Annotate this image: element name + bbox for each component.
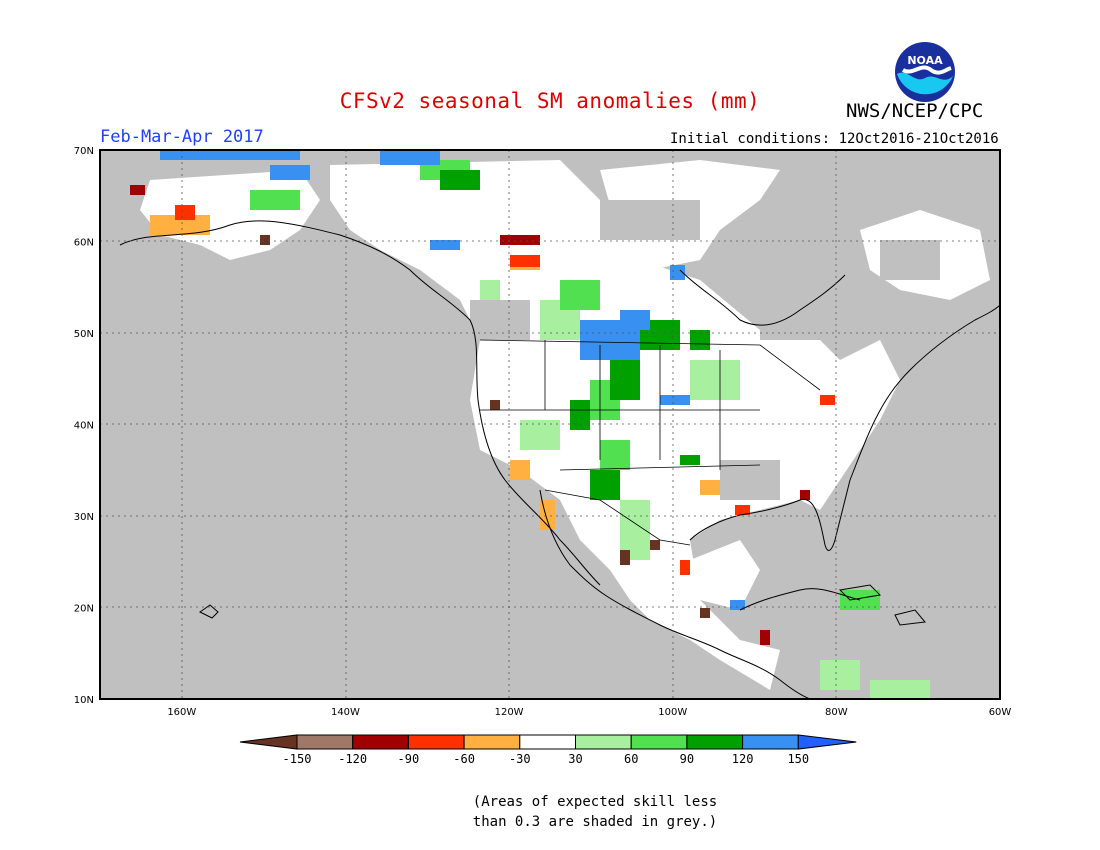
lat-label-20N: 20N bbox=[74, 604, 94, 615]
colorbar-box-5 bbox=[519, 734, 576, 750]
borders bbox=[479, 339, 821, 546]
colorbar: -150 -120 -90 -60 -30 30 60 90 120 150 bbox=[239, 734, 857, 766]
colorbar-box-7 bbox=[630, 734, 688, 750]
agency-label: NWS/NCEP/CPC bbox=[846, 100, 984, 122]
colorbar-label--150: -150 bbox=[283, 752, 312, 766]
lon-label-60W: 60W bbox=[989, 707, 1012, 718]
latitude-axis: 70N 60N 50N 40N 30N 20N 10N bbox=[74, 146, 94, 706]
colorbar-label-60: 60 bbox=[624, 752, 638, 766]
colorbar-box-9 bbox=[742, 734, 799, 750]
lon-label-140W: 140W bbox=[331, 707, 360, 718]
colorbar-box-2 bbox=[352, 734, 409, 750]
noaa-logo: NOAA bbox=[895, 42, 955, 102]
skill-note: (Areas of expected skill less than 0.3 a… bbox=[440, 792, 750, 832]
colorbar-box-4 bbox=[463, 734, 521, 750]
colorbar-max-arrow bbox=[797, 734, 857, 750]
lat-label-10N: 10N bbox=[74, 695, 94, 706]
lon-label-120W: 120W bbox=[495, 707, 524, 718]
lat-label-30N: 30N bbox=[74, 512, 94, 523]
lon-label-80W: 80W bbox=[825, 707, 848, 718]
colorbar-box-6 bbox=[575, 734, 632, 750]
lat-label-60N: 60N bbox=[74, 238, 94, 249]
colorbar-label-120: 120 bbox=[732, 752, 754, 766]
graticule bbox=[100, 150, 1000, 699]
lat-label-50N: 50N bbox=[74, 329, 94, 340]
anomaly-blue-cells bbox=[160, 150, 745, 610]
colorbar-label--30: -30 bbox=[509, 752, 531, 766]
colorbar-label--90: -90 bbox=[398, 752, 420, 766]
colorbar-label-90: 90 bbox=[680, 752, 694, 766]
colorbar-box-8 bbox=[686, 734, 744, 750]
colorbar-box-1 bbox=[296, 734, 354, 750]
anomaly-darkred-cells bbox=[130, 185, 810, 645]
season-label: Feb-Mar-Apr 2017 bbox=[100, 127, 264, 147]
coastlines bbox=[119, 220, 1001, 700]
colorbar-label-30: 30 bbox=[568, 752, 582, 766]
colorbar-box-3 bbox=[407, 734, 465, 750]
colorbar-label--60: -60 bbox=[453, 752, 475, 766]
anomaly-light-green-cells bbox=[480, 280, 930, 699]
lon-label-160W: 160W bbox=[167, 707, 196, 718]
noaa-logo-text: NOAA bbox=[907, 54, 943, 67]
map-title: CFSv2 seasonal SM anomalies (mm) bbox=[339, 89, 761, 113]
skill-note-line-2: than 0.3 are shaded in grey.) bbox=[472, 814, 718, 830]
lon-label-100W: 100W bbox=[658, 707, 687, 718]
colorbar-label--120: -120 bbox=[338, 752, 367, 766]
anomaly-brown-cells bbox=[260, 235, 710, 618]
initial-conditions-label: Initial conditions: 12Oct2016-21Oct2016 bbox=[670, 131, 999, 147]
anomaly-red-cells bbox=[175, 205, 835, 575]
skill-note-line-1: (Areas of expected skill less bbox=[472, 794, 718, 810]
colorbar-label-150: 150 bbox=[787, 752, 809, 766]
lat-label-70N: 70N bbox=[74, 146, 94, 157]
longitude-axis: 160W 140W 120W 100W 80W 60W bbox=[167, 707, 1011, 718]
colorbar-min-arrow bbox=[239, 734, 298, 750]
map-frame bbox=[99, 149, 1001, 700]
lat-label-40N: 40N bbox=[74, 421, 94, 432]
